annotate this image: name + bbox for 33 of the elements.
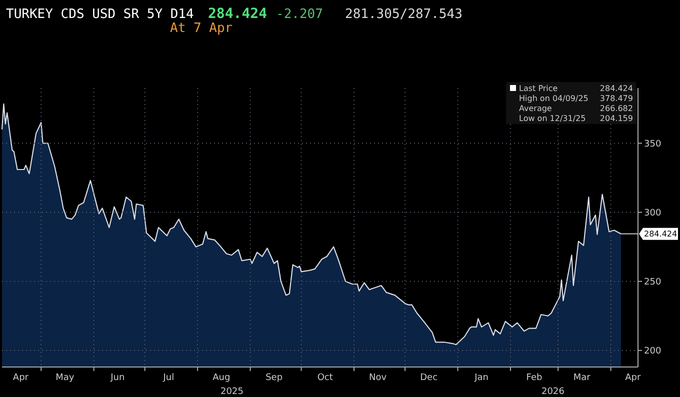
y-tick-label: 250 xyxy=(644,278,662,288)
x-tick-label: May xyxy=(56,373,75,383)
x-tick-label: Jul xyxy=(162,373,174,383)
x-tick-label: Jun xyxy=(110,373,125,383)
x-tick-label: Feb xyxy=(526,373,543,383)
text: 2026 xyxy=(542,387,565,397)
annotation: 266.682 xyxy=(600,104,633,113)
y-tick-label: 300 xyxy=(644,208,662,218)
x-tick-label: Sep xyxy=(266,373,283,383)
x-tick-label: Oct xyxy=(317,373,334,383)
x-tick-label: Apr xyxy=(12,373,29,383)
x-tick-label: Jan xyxy=(474,373,488,383)
annotation: Last Price xyxy=(519,84,558,93)
x-tick-label: Mar xyxy=(573,373,591,383)
annotation: High on 04/09/25 xyxy=(519,94,588,103)
chart-title: TURKEY CDS USD SR 5Y D14 xyxy=(6,7,194,22)
text: 284.424 xyxy=(208,6,268,22)
text: At 7 Apr xyxy=(170,21,233,36)
text: 2025 xyxy=(220,387,244,397)
x-tick-label: Nov xyxy=(369,373,388,383)
x-tick-label: Aug xyxy=(212,373,230,383)
y-tick-label: 200 xyxy=(644,346,662,357)
annotation: 204.159 xyxy=(600,114,633,123)
annotation: 284.424 xyxy=(644,230,678,239)
text: -2.207 xyxy=(276,7,323,22)
annotation: 284.424 xyxy=(600,84,633,93)
y-tick-label: 350 xyxy=(644,139,662,150)
text: 281.305/287.543 xyxy=(345,7,462,22)
annotation: Low on 12/31/25 xyxy=(519,114,586,123)
annotation: 378.479 xyxy=(600,94,633,103)
x-tick-label: Apr xyxy=(625,373,641,383)
annotation: Average xyxy=(519,104,552,113)
x-tick-label: Dec xyxy=(420,373,438,383)
